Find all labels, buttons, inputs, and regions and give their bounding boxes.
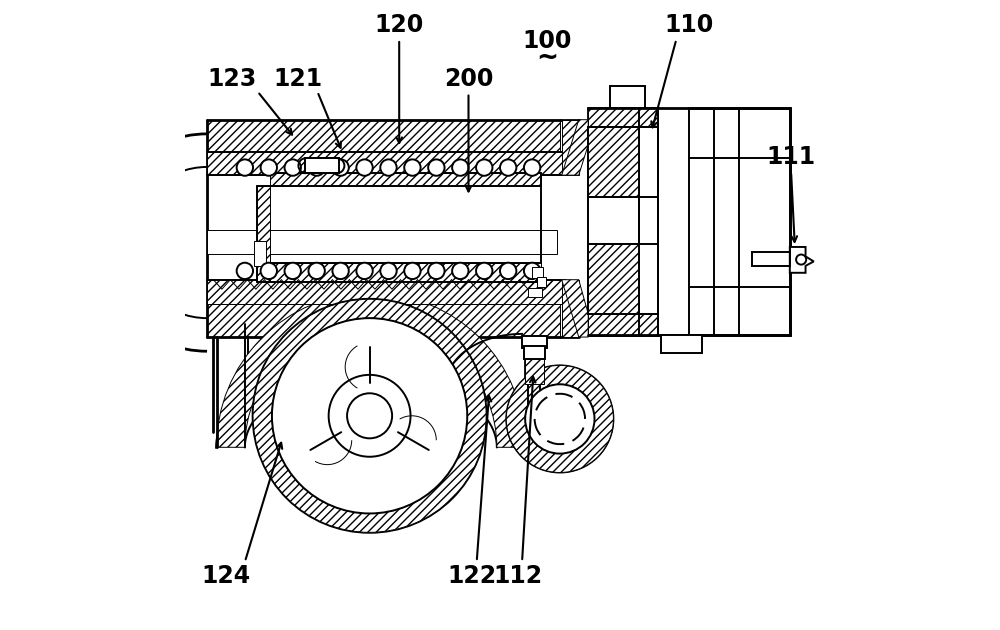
Circle shape [524, 159, 540, 176]
Circle shape [404, 159, 421, 176]
Text: ~: ~ [536, 45, 558, 71]
Polygon shape [588, 314, 658, 335]
Polygon shape [270, 263, 541, 282]
Circle shape [285, 159, 301, 176]
Bar [588, 127, 658, 314]
Polygon shape [562, 280, 588, 337]
Circle shape [347, 393, 392, 438]
Text: 111: 111 [766, 146, 816, 169]
Circle shape [428, 159, 445, 176]
Circle shape [524, 263, 540, 279]
Bar [661, 335, 702, 353]
Text: 200: 200 [444, 67, 493, 91]
Polygon shape [562, 120, 588, 175]
Circle shape [237, 159, 253, 176]
Polygon shape [207, 152, 566, 175]
Circle shape [506, 365, 613, 472]
Text: 122: 122 [447, 564, 496, 588]
Circle shape [308, 263, 325, 279]
Circle shape [452, 263, 468, 279]
Polygon shape [562, 120, 579, 175]
Text: 123: 123 [208, 67, 257, 91]
Circle shape [329, 375, 411, 457]
Polygon shape [588, 108, 658, 127]
Circle shape [404, 263, 421, 279]
Polygon shape [752, 252, 790, 266]
Wedge shape [216, 293, 525, 447]
Polygon shape [207, 120, 560, 152]
Bar [254, 241, 266, 266]
Circle shape [500, 159, 516, 176]
Bar [524, 346, 545, 359]
Circle shape [476, 263, 492, 279]
Circle shape [272, 318, 467, 513]
Circle shape [500, 263, 516, 279]
Circle shape [356, 159, 373, 176]
Circle shape [308, 159, 325, 176]
Bar [588, 108, 790, 335]
Polygon shape [207, 230, 557, 254]
Bar [305, 158, 339, 173]
Circle shape [332, 263, 349, 279]
Wedge shape [506, 365, 613, 472]
Bar [588, 197, 639, 244]
Polygon shape [588, 244, 639, 314]
Circle shape [428, 263, 445, 279]
Polygon shape [525, 337, 544, 384]
Polygon shape [270, 173, 541, 186]
Bar [537, 277, 546, 287]
Bar [522, 336, 547, 348]
Circle shape [261, 159, 277, 176]
Circle shape [380, 263, 397, 279]
Circle shape [476, 159, 492, 176]
Polygon shape [562, 280, 579, 337]
Polygon shape [790, 247, 814, 273]
Text: 112: 112 [493, 564, 542, 588]
Bar [528, 288, 542, 297]
Polygon shape [588, 127, 639, 197]
Bar [610, 86, 645, 108]
Circle shape [237, 263, 253, 279]
Polygon shape [207, 304, 560, 337]
Circle shape [452, 159, 468, 176]
Text: 100: 100 [523, 29, 572, 53]
Circle shape [796, 255, 806, 265]
Circle shape [380, 159, 397, 176]
Polygon shape [257, 186, 270, 282]
Circle shape [332, 159, 349, 176]
Text: 124: 124 [201, 564, 251, 588]
Text: 121: 121 [274, 67, 323, 91]
Text: 110: 110 [664, 13, 714, 37]
Wedge shape [253, 299, 486, 532]
Circle shape [285, 263, 301, 279]
Circle shape [253, 299, 486, 532]
Circle shape [525, 384, 594, 454]
Polygon shape [207, 280, 566, 304]
Circle shape [356, 263, 373, 279]
Circle shape [261, 263, 277, 279]
Bar [532, 267, 543, 278]
Text: 120: 120 [375, 13, 424, 37]
